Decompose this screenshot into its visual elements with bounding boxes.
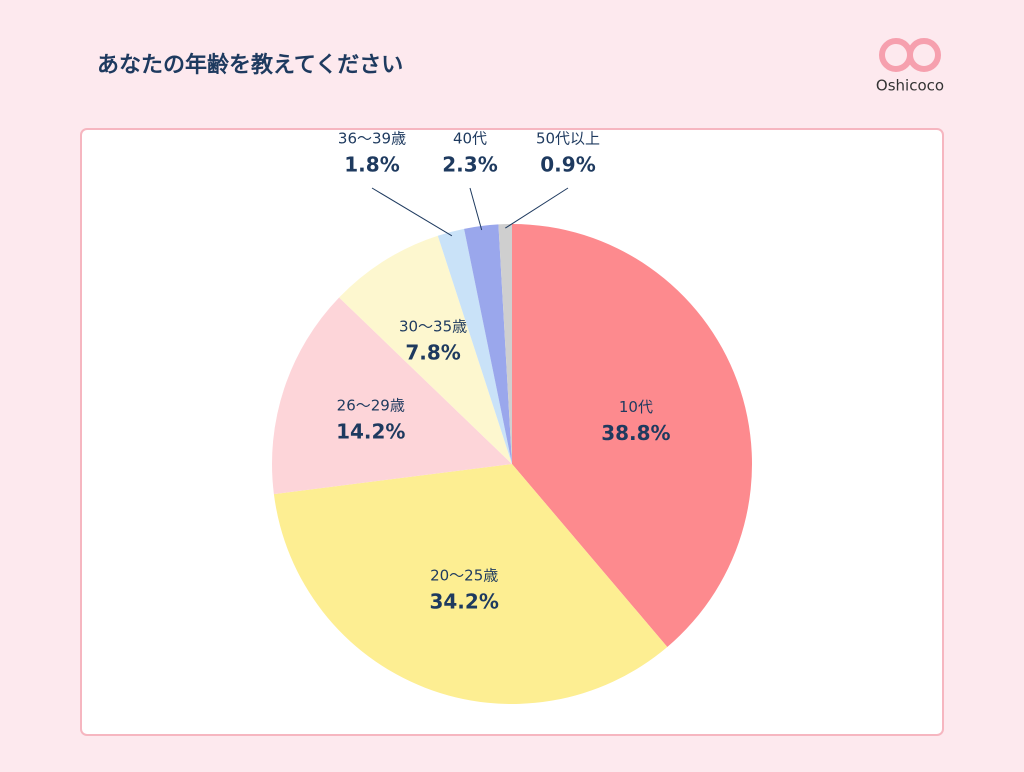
slice-category: 30〜35歳	[399, 317, 467, 335]
slice-value: 1.8%	[344, 153, 399, 177]
slice-value: 38.8%	[601, 421, 670, 445]
slice-category: 26〜29歳	[337, 397, 405, 415]
pie-slice	[464, 224, 512, 464]
leader-line	[505, 187, 569, 229]
pie-slice	[498, 224, 512, 464]
pie-slice	[512, 224, 753, 647]
slice-value: 0.9%	[540, 153, 595, 177]
pie-slice	[339, 235, 512, 464]
leader-line	[469, 187, 483, 231]
logo: Oshicoco	[876, 38, 944, 95]
slice-value: 7.8%	[405, 340, 460, 364]
logo-ring	[907, 38, 941, 72]
brand-name: Oshicoco	[876, 77, 944, 95]
slice-value: 34.2%	[429, 590, 498, 614]
slice-category: 20〜25歳	[430, 567, 498, 585]
leader-line	[371, 187, 453, 237]
slice-category: 36〜39歳	[338, 130, 406, 148]
chart-title: あなたの年齢を教えてください	[97, 52, 403, 78]
pie-slice	[437, 228, 512, 464]
slice-category: 40代	[453, 130, 487, 148]
slice-category: 50代以上	[536, 130, 600, 148]
slice-value: 2.3%	[442, 153, 497, 177]
slice-category: 10代	[619, 398, 653, 416]
slice-value: 14.2%	[336, 420, 405, 444]
pie-slice	[272, 297, 512, 495]
pie-slice	[273, 464, 668, 705]
